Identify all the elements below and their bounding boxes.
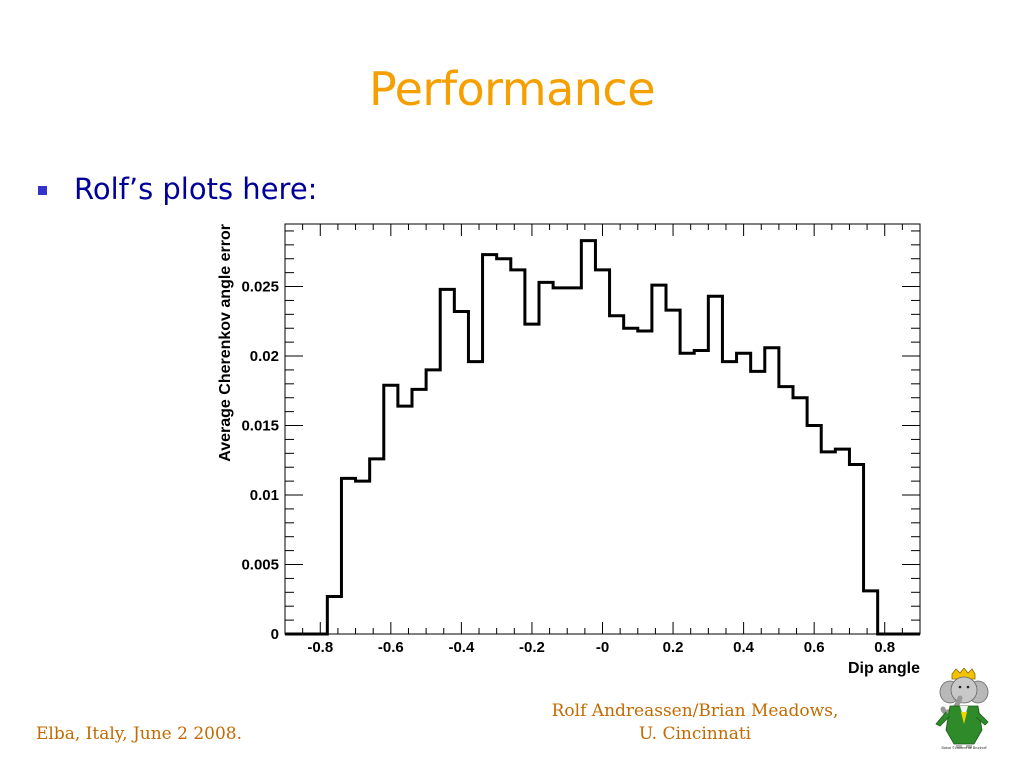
histogram-bin (581, 241, 595, 634)
y-axis-label: Average Cherenkov angle error (217, 224, 234, 462)
bullet-text: Rolf’s plots here: (74, 172, 318, 206)
histogram-bin (722, 362, 736, 634)
histogram-bin (708, 296, 722, 634)
y-tick-label: 0.015 (241, 418, 279, 435)
histogram-bin (595, 270, 609, 634)
histogram-bin (370, 459, 384, 634)
histogram-bin (652, 285, 666, 634)
x-tick-label: -0 (596, 639, 609, 656)
histogram-bin (356, 481, 370, 634)
histogram-bin (793, 398, 807, 634)
x-tick-label: 0.6 (804, 639, 825, 656)
histogram-bin (680, 353, 694, 634)
histogram-bin (779, 387, 793, 634)
mascot-caption: Babar ©Laurent de Brunhoff (942, 746, 987, 750)
histogram-bin (624, 328, 638, 634)
footer-event: Elba, Italy, June 2 2008. (36, 724, 243, 744)
histogram-bin (511, 270, 525, 634)
x-tick-label: -0.8 (307, 639, 333, 656)
histogram-bin (553, 288, 567, 634)
histogram-bin (468, 362, 482, 634)
histogram-bin (483, 255, 497, 634)
histogram-bin (567, 288, 581, 634)
histogram-bin (426, 370, 440, 634)
x-tick-label: 0.8 (874, 639, 895, 656)
histogram-bin (737, 353, 751, 634)
histogram-bin (454, 312, 468, 634)
x-tick-label: 0.2 (663, 639, 684, 656)
bullet-marker (38, 186, 47, 195)
histogram-bin (440, 289, 454, 634)
histogram-bin (327, 596, 341, 634)
histogram-bin (694, 350, 708, 634)
y-tick-label: 0.005 (241, 557, 279, 574)
x-tick-label: -0.2 (519, 639, 545, 656)
elephant-mascot-logo: Babar ©Laurent de Brunhoff (935, 668, 989, 750)
histogram-bin (638, 331, 652, 634)
histogram-bin (384, 385, 398, 634)
histogram-bin (412, 389, 426, 634)
footer-authors: Rolf Andreassen/Brian Meadows, U. Cincin… (530, 700, 860, 746)
y-tick-label: 0.01 (250, 487, 279, 504)
histogram-bin (341, 478, 355, 634)
histogram-bin (751, 371, 765, 634)
y-tick-label: 0.025 (241, 279, 279, 296)
x-tick-label: -0.4 (448, 639, 475, 656)
histogram-bin (835, 449, 849, 634)
slide-title: Performance (369, 62, 656, 116)
y-tick-label: 0 (271, 626, 279, 643)
histogram-bin (525, 324, 539, 634)
x-tick-label: 0.4 (733, 639, 755, 656)
histogram-bin (821, 452, 835, 634)
histogram-series (285, 239, 920, 636)
histogram-bin (398, 406, 412, 634)
x-tick-label: -0.6 (378, 639, 404, 656)
x-axis-label: Dip angle (848, 660, 920, 677)
histogram-bin (497, 259, 511, 634)
histogram-bin (864, 591, 878, 634)
histogram-bin (539, 282, 553, 634)
histogram-bin (849, 464, 863, 634)
histogram-bin (610, 316, 624, 634)
histogram-bin (666, 310, 680, 634)
y-tick-label: 0.02 (250, 348, 279, 365)
y-tick-labels: 0 0.005 0.01 0.015 0.02 0.025 (241, 279, 279, 643)
footer-authors-line2: U. Cincinnati (638, 724, 752, 744)
histogram-bin (765, 348, 779, 634)
x-tick-labels: -0.8 -0.6 -0.4 -0.2 -0 0.2 0.4 0.6 0.8 (307, 639, 895, 656)
histogram-bin (807, 426, 821, 634)
footer-authors-line1: Rolf Andreassen/Brian Meadows, (551, 701, 839, 721)
histogram-bins (327, 241, 877, 634)
